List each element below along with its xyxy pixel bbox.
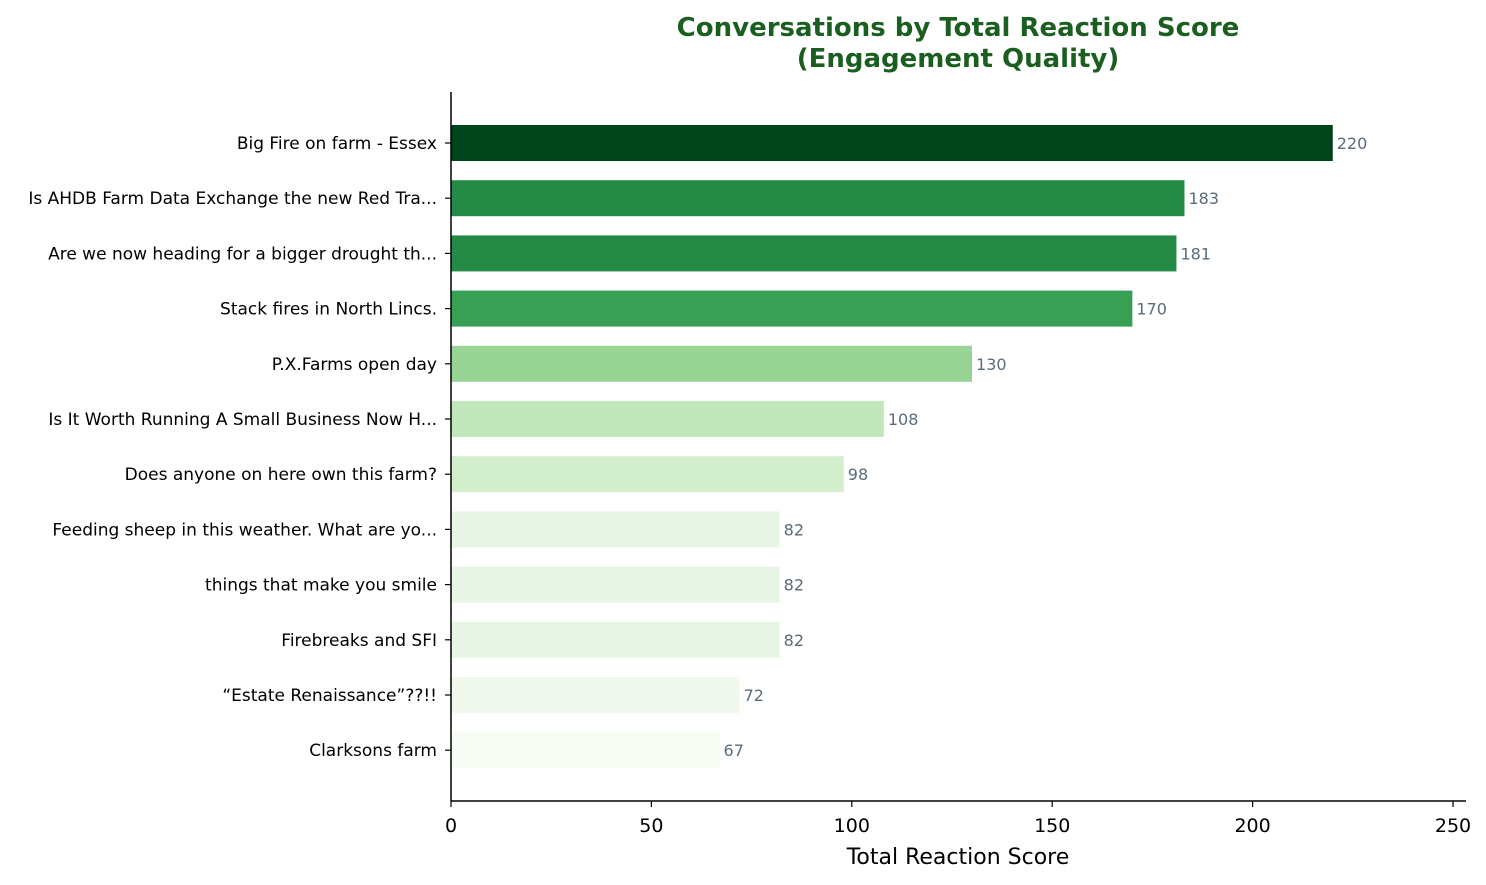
bars-layer	[451, 125, 1333, 769]
bar	[451, 677, 740, 713]
value-label: 130	[976, 355, 1007, 374]
bar	[451, 511, 780, 548]
bar	[451, 180, 1185, 217]
bar	[451, 235, 1177, 272]
chart-title: Conversations by Total Reaction Score	[677, 13, 1240, 43]
category-label: Is It Worth Running A Small Business Now…	[48, 410, 437, 430]
axes: 0 50 100 150 200 250	[445, 92, 1471, 837]
category-label: “Estate Renaissance”??!!	[222, 686, 437, 706]
bar	[451, 125, 1333, 161]
value-label: 72	[744, 686, 764, 705]
value-label: 82	[784, 576, 804, 595]
bar	[451, 456, 844, 493]
category-label: Big Fire on farm - Essex	[237, 134, 437, 154]
category-label: things that make you smile	[205, 576, 437, 596]
category-label: Feeding sheep in this weather. What are …	[52, 520, 437, 540]
x-axis-label: Total Reaction Score	[846, 845, 1070, 870]
bar	[451, 290, 1133, 327]
x-tick-label: 100	[834, 815, 870, 837]
category-label: Does anyone on here own this farm?	[125, 465, 437, 485]
value-label: 108	[888, 410, 919, 429]
bar	[451, 732, 720, 769]
category-label: Are we now heading for a bigger drought …	[48, 244, 437, 264]
value-label: 67	[724, 741, 744, 760]
bar	[451, 621, 780, 658]
x-tick-label: 250	[1435, 815, 1471, 837]
category-label: Clarksons farm	[309, 741, 437, 761]
bar	[451, 566, 780, 603]
x-tick-label: 0	[445, 815, 457, 837]
category-label: P.X.Farms open day	[272, 355, 437, 375]
value-labels: 220 183 181 170 130 108 98 82 82 82 72 67	[724, 134, 1368, 760]
x-tick-label: 150	[1034, 815, 1070, 837]
value-label: 183	[1188, 189, 1219, 208]
value-label: 82	[784, 520, 804, 539]
x-tick-label: 200	[1234, 815, 1270, 837]
value-label: 82	[784, 631, 804, 650]
x-tick-label: 50	[639, 815, 663, 837]
value-label: 98	[848, 465, 868, 484]
value-label: 220	[1337, 134, 1368, 153]
category-label: Stack fires in North Lincs.	[220, 300, 437, 320]
bar	[451, 345, 973, 382]
category-labels: Big Fire on farm - Essex Is AHDB Farm Dat…	[28, 134, 437, 761]
category-label: Is AHDB Farm Data Exchange the new Red T…	[28, 189, 437, 209]
category-label: Firebreaks and SFI	[281, 631, 437, 651]
bar	[451, 401, 884, 437]
value-label: 181	[1180, 244, 1211, 263]
chart-subtitle: (Engagement Quality)	[797, 44, 1120, 74]
value-label: 170	[1136, 300, 1167, 319]
